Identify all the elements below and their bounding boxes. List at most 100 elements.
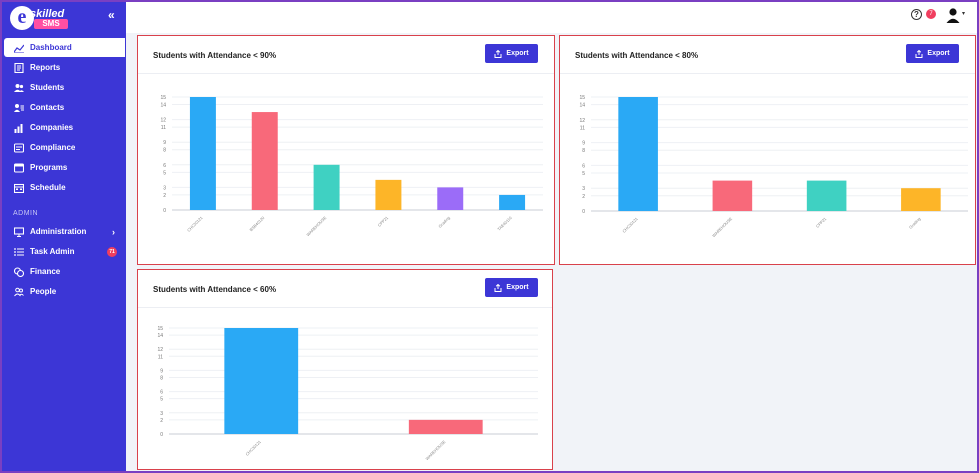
x-tick-label: CPP21: [815, 216, 828, 229]
bar-chc30121: [189, 97, 216, 210]
sidebar-item-finance[interactable]: Finance: [4, 262, 125, 281]
sidebar-item-administration[interactable]: Administration ›: [4, 222, 125, 241]
sidebar-item-people[interactable]: People: [4, 282, 125, 301]
y-tick-label: 9: [163, 140, 166, 146]
export-button[interactable]: Export: [485, 278, 538, 297]
sidebar-item-label: Compliance: [30, 143, 76, 152]
people-icon: [14, 287, 24, 297]
chevron-right-icon: ›: [112, 226, 115, 237]
chart-card-90: Students with Attendance < 90% Export 0 2…: [137, 35, 555, 265]
x-tick-label: WAREHOUSE: [305, 215, 327, 237]
bar-warehouse: [712, 180, 753, 211]
y-tick-label: 5: [160, 397, 163, 403]
bar-cpp21: [806, 180, 847, 211]
bar-warehouse: [408, 419, 483, 434]
sidebar-item-contacts[interactable]: Contacts: [4, 98, 125, 117]
y-tick-label: 14: [160, 103, 166, 109]
sidebar-item-label: Contacts: [30, 103, 65, 112]
programs-icon: [13, 162, 25, 173]
y-tick-label: 0: [160, 432, 163, 438]
user-avatar-icon[interactable]: [945, 7, 961, 23]
y-tick-label: 5: [582, 171, 585, 177]
sidebar-item-label: Companies: [30, 123, 74, 132]
export-button[interactable]: Export: [485, 44, 538, 63]
sidebar-item-label: Students: [30, 83, 65, 92]
x-tick-label: CHC30121: [244, 439, 262, 457]
card-divider: [560, 73, 975, 74]
top-bar: ? 7 ▾: [126, 0, 979, 33]
x-tick-label: WAREHOUSE: [424, 439, 446, 461]
collapse-sidebar-icon[interactable]: «: [108, 8, 115, 22]
sidebar-item-task-admin[interactable]: Task Admin 71: [4, 242, 125, 261]
bar-chc30121: [224, 328, 299, 434]
logo-letter: e: [10, 6, 34, 30]
bar-tae40110: [499, 194, 526, 210]
sidebar-item-label: People: [30, 287, 57, 296]
list-icon: [14, 247, 24, 257]
x-tick-label: TAE40110: [496, 215, 513, 232]
user-menu-caret-icon[interactable]: ▾: [962, 11, 966, 17]
sidebar-item-label: Reports: [30, 63, 61, 72]
y-tick-label: 2: [163, 193, 166, 199]
logo-word: skilled: [30, 8, 65, 20]
sidebar-item-schedule[interactable]: Schedule: [4, 178, 125, 197]
sidebar-item-reports[interactable]: Reports: [4, 58, 125, 77]
card-title: Students with Attendance < 60%: [153, 285, 277, 294]
bar-chart-icon: [14, 123, 24, 133]
sidebar-item-label: Administration: [30, 227, 87, 236]
sidebar-item-dashboard[interactable]: Dashboard: [4, 38, 125, 57]
sidebar-item-students[interactable]: Students: [4, 78, 125, 97]
card-divider: [138, 73, 554, 74]
compliance-icon: [13, 142, 25, 153]
students-icon: [14, 83, 24, 93]
sidebar-item-label: Schedule: [30, 183, 66, 192]
y-tick-label: 6: [160, 390, 163, 396]
sidebar-item-companies[interactable]: Companies: [4, 118, 125, 137]
y-tick-label: 9: [582, 141, 585, 147]
x-tick-label: BSB40120: [248, 215, 266, 233]
admin-section-label: ADMIN: [13, 210, 39, 217]
y-tick-label: 8: [163, 148, 166, 154]
chart-card-60: Students with Attendance < 60% Export 0 2…: [137, 269, 553, 470]
export-button[interactable]: Export: [906, 44, 959, 63]
y-tick-label: 12: [157, 347, 163, 353]
y-tick-label: 11: [580, 125, 585, 131]
bar-cpp21: [375, 179, 402, 210]
notification-badge[interactable]: 7: [926, 9, 936, 19]
chart-card-80: Students with Attendance < 80% Export 0 2…: [559, 35, 976, 265]
contacts-icon: [14, 103, 24, 113]
y-tick-label: 0: [582, 209, 585, 215]
y-tick-label: 12: [160, 118, 166, 124]
task-count-badge: 71: [107, 246, 117, 257]
y-tick-label: 14: [157, 333, 163, 339]
report-icon: [14, 62, 24, 73]
y-tick-label: 2: [160, 418, 163, 424]
y-tick-label: 8: [160, 375, 163, 381]
monitor-icon: [13, 226, 25, 237]
sidebar: e skilled SMS « Dashboard Reports Studen…: [0, 0, 126, 473]
export-icon: [494, 49, 502, 58]
y-tick-label: 5: [163, 170, 166, 176]
x-tick-label: CPP21: [377, 215, 390, 228]
card-title: Students with Attendance < 80%: [575, 51, 699, 60]
help-icon[interactable]: ?: [911, 9, 922, 20]
card-title: Students with Attendance < 90%: [153, 51, 277, 60]
x-tick-label: WAREHOUSE: [711, 216, 733, 238]
sidebar-item-label: Finance: [30, 267, 61, 276]
y-tick-label: 0: [163, 208, 166, 214]
export-button-label: Export: [927, 50, 950, 57]
bar-warehouse: [313, 164, 340, 210]
schedule-icon: [13, 183, 25, 193]
sidebar-item-programs[interactable]: Programs: [4, 158, 125, 177]
sidebar-item-compliance[interactable]: Compliance: [4, 138, 125, 157]
app-logo[interactable]: e skilled SMS: [10, 6, 70, 30]
y-tick-label: 3: [582, 186, 585, 192]
bar-grading: [901, 188, 941, 211]
bar-bsb40120: [251, 112, 278, 210]
y-tick-label: 3: [160, 411, 163, 417]
bar-chc30121: [618, 97, 658, 211]
sidebar-item-label: Programs: [30, 163, 68, 172]
